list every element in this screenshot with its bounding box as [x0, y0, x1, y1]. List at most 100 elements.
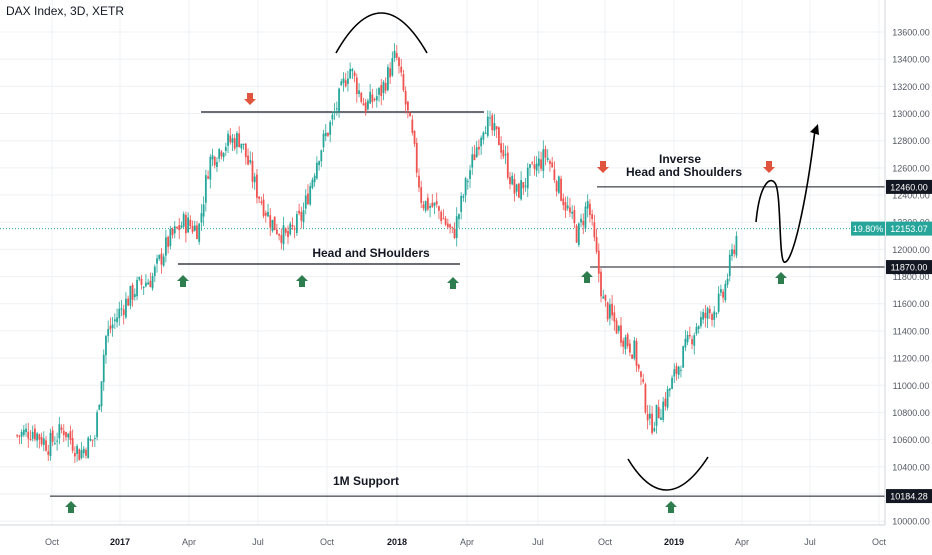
candle-body [295, 214, 298, 233]
candle-body [271, 219, 274, 231]
candle-body [347, 78, 349, 84]
candle-body [353, 72, 356, 77]
y-tick-label: 10600.00 [892, 435, 930, 445]
candle-body [118, 308, 121, 319]
candle-body [171, 228, 174, 235]
candle-body [582, 220, 585, 226]
arrow-up-icon [775, 272, 787, 284]
candle-body [575, 225, 578, 243]
candle-body [418, 175, 420, 188]
candle-body [211, 155, 214, 160]
candle-body [520, 180, 522, 200]
candle-body [91, 439, 94, 441]
candle-body [597, 250, 600, 274]
candle-body [42, 438, 45, 445]
x-tick-label: Jul [252, 537, 264, 547]
candle-body [216, 161, 218, 167]
candle-body [329, 121, 332, 135]
candle-body [460, 195, 463, 212]
candle-body [176, 226, 178, 228]
candle-body [651, 413, 653, 434]
candle-body [100, 381, 103, 407]
candle-body [673, 369, 676, 377]
candle-body [666, 389, 669, 408]
candle-body [318, 161, 320, 166]
candle-body [224, 147, 227, 151]
candle-body [415, 143, 418, 173]
candle-body [45, 440, 47, 451]
x-tick-label: Oct [598, 537, 613, 547]
candle-body [355, 77, 358, 95]
candle-body [544, 149, 547, 158]
candle-body [566, 205, 569, 209]
candle-body [98, 404, 101, 410]
candle-body [617, 326, 620, 332]
candle-body [333, 111, 336, 114]
candle-body [595, 237, 598, 252]
candle-body [628, 343, 631, 353]
candle-body [20, 432, 23, 437]
candle-body [604, 294, 607, 301]
candle-body [236, 133, 238, 148]
candle-body [167, 236, 170, 247]
candle-body [367, 100, 369, 110]
candle-body [482, 132, 485, 140]
candle-body [25, 428, 27, 433]
candle-body [307, 193, 309, 205]
candle-body [178, 225, 181, 231]
candle-body [688, 334, 691, 337]
candle-body [613, 312, 616, 322]
candle-body [189, 219, 192, 227]
annotation-head-and-shoulders: Head and SHoulders [312, 246, 430, 260]
candle-body [646, 414, 649, 421]
candle-body [229, 135, 232, 143]
candle-body [395, 52, 398, 58]
candle-body [564, 202, 567, 211]
candle-body [522, 182, 525, 189]
candle-body [278, 234, 281, 236]
candle-body [136, 279, 138, 297]
candle-body [706, 308, 709, 319]
y-tick-label: 11400.00 [893, 326, 930, 336]
candle-body [120, 308, 123, 310]
y-tick-label: 12000.00 [892, 245, 930, 255]
candle-body [515, 184, 518, 192]
candle-body [684, 338, 687, 348]
candle-body [424, 200, 427, 211]
y-tick-label: 11600.00 [893, 299, 930, 309]
y-tick-label: 10400.00 [892, 462, 930, 472]
candle-body [369, 91, 372, 104]
candle-body [29, 439, 32, 441]
candle-body [626, 334, 629, 347]
projection-arrowhead [810, 124, 819, 135]
candle-body [497, 127, 500, 146]
candle-body [18, 435, 21, 437]
candle-body [524, 185, 527, 187]
candle-body [580, 218, 582, 223]
candle-body [187, 217, 189, 233]
candle-body [700, 317, 702, 327]
candle-body [535, 163, 538, 171]
candle-body [633, 340, 636, 359]
candle-body [53, 443, 56, 445]
candle-body [680, 369, 682, 371]
arrow-up-icon [65, 501, 77, 513]
candle-body [728, 254, 731, 276]
candle-body [731, 249, 733, 257]
projection-path [755, 129, 816, 263]
candle-body [160, 253, 163, 265]
candle-body [708, 308, 711, 314]
candle-body [642, 379, 645, 383]
candle-body [562, 198, 565, 206]
arrow-up-icon [665, 501, 677, 513]
candle-body [546, 157, 549, 161]
candle-body [293, 228, 296, 230]
candle-body [555, 181, 558, 192]
candle-body [606, 302, 609, 320]
candle-body [78, 449, 81, 461]
candle-body [480, 137, 483, 147]
candle-body [262, 199, 265, 216]
candle-body [413, 130, 416, 144]
